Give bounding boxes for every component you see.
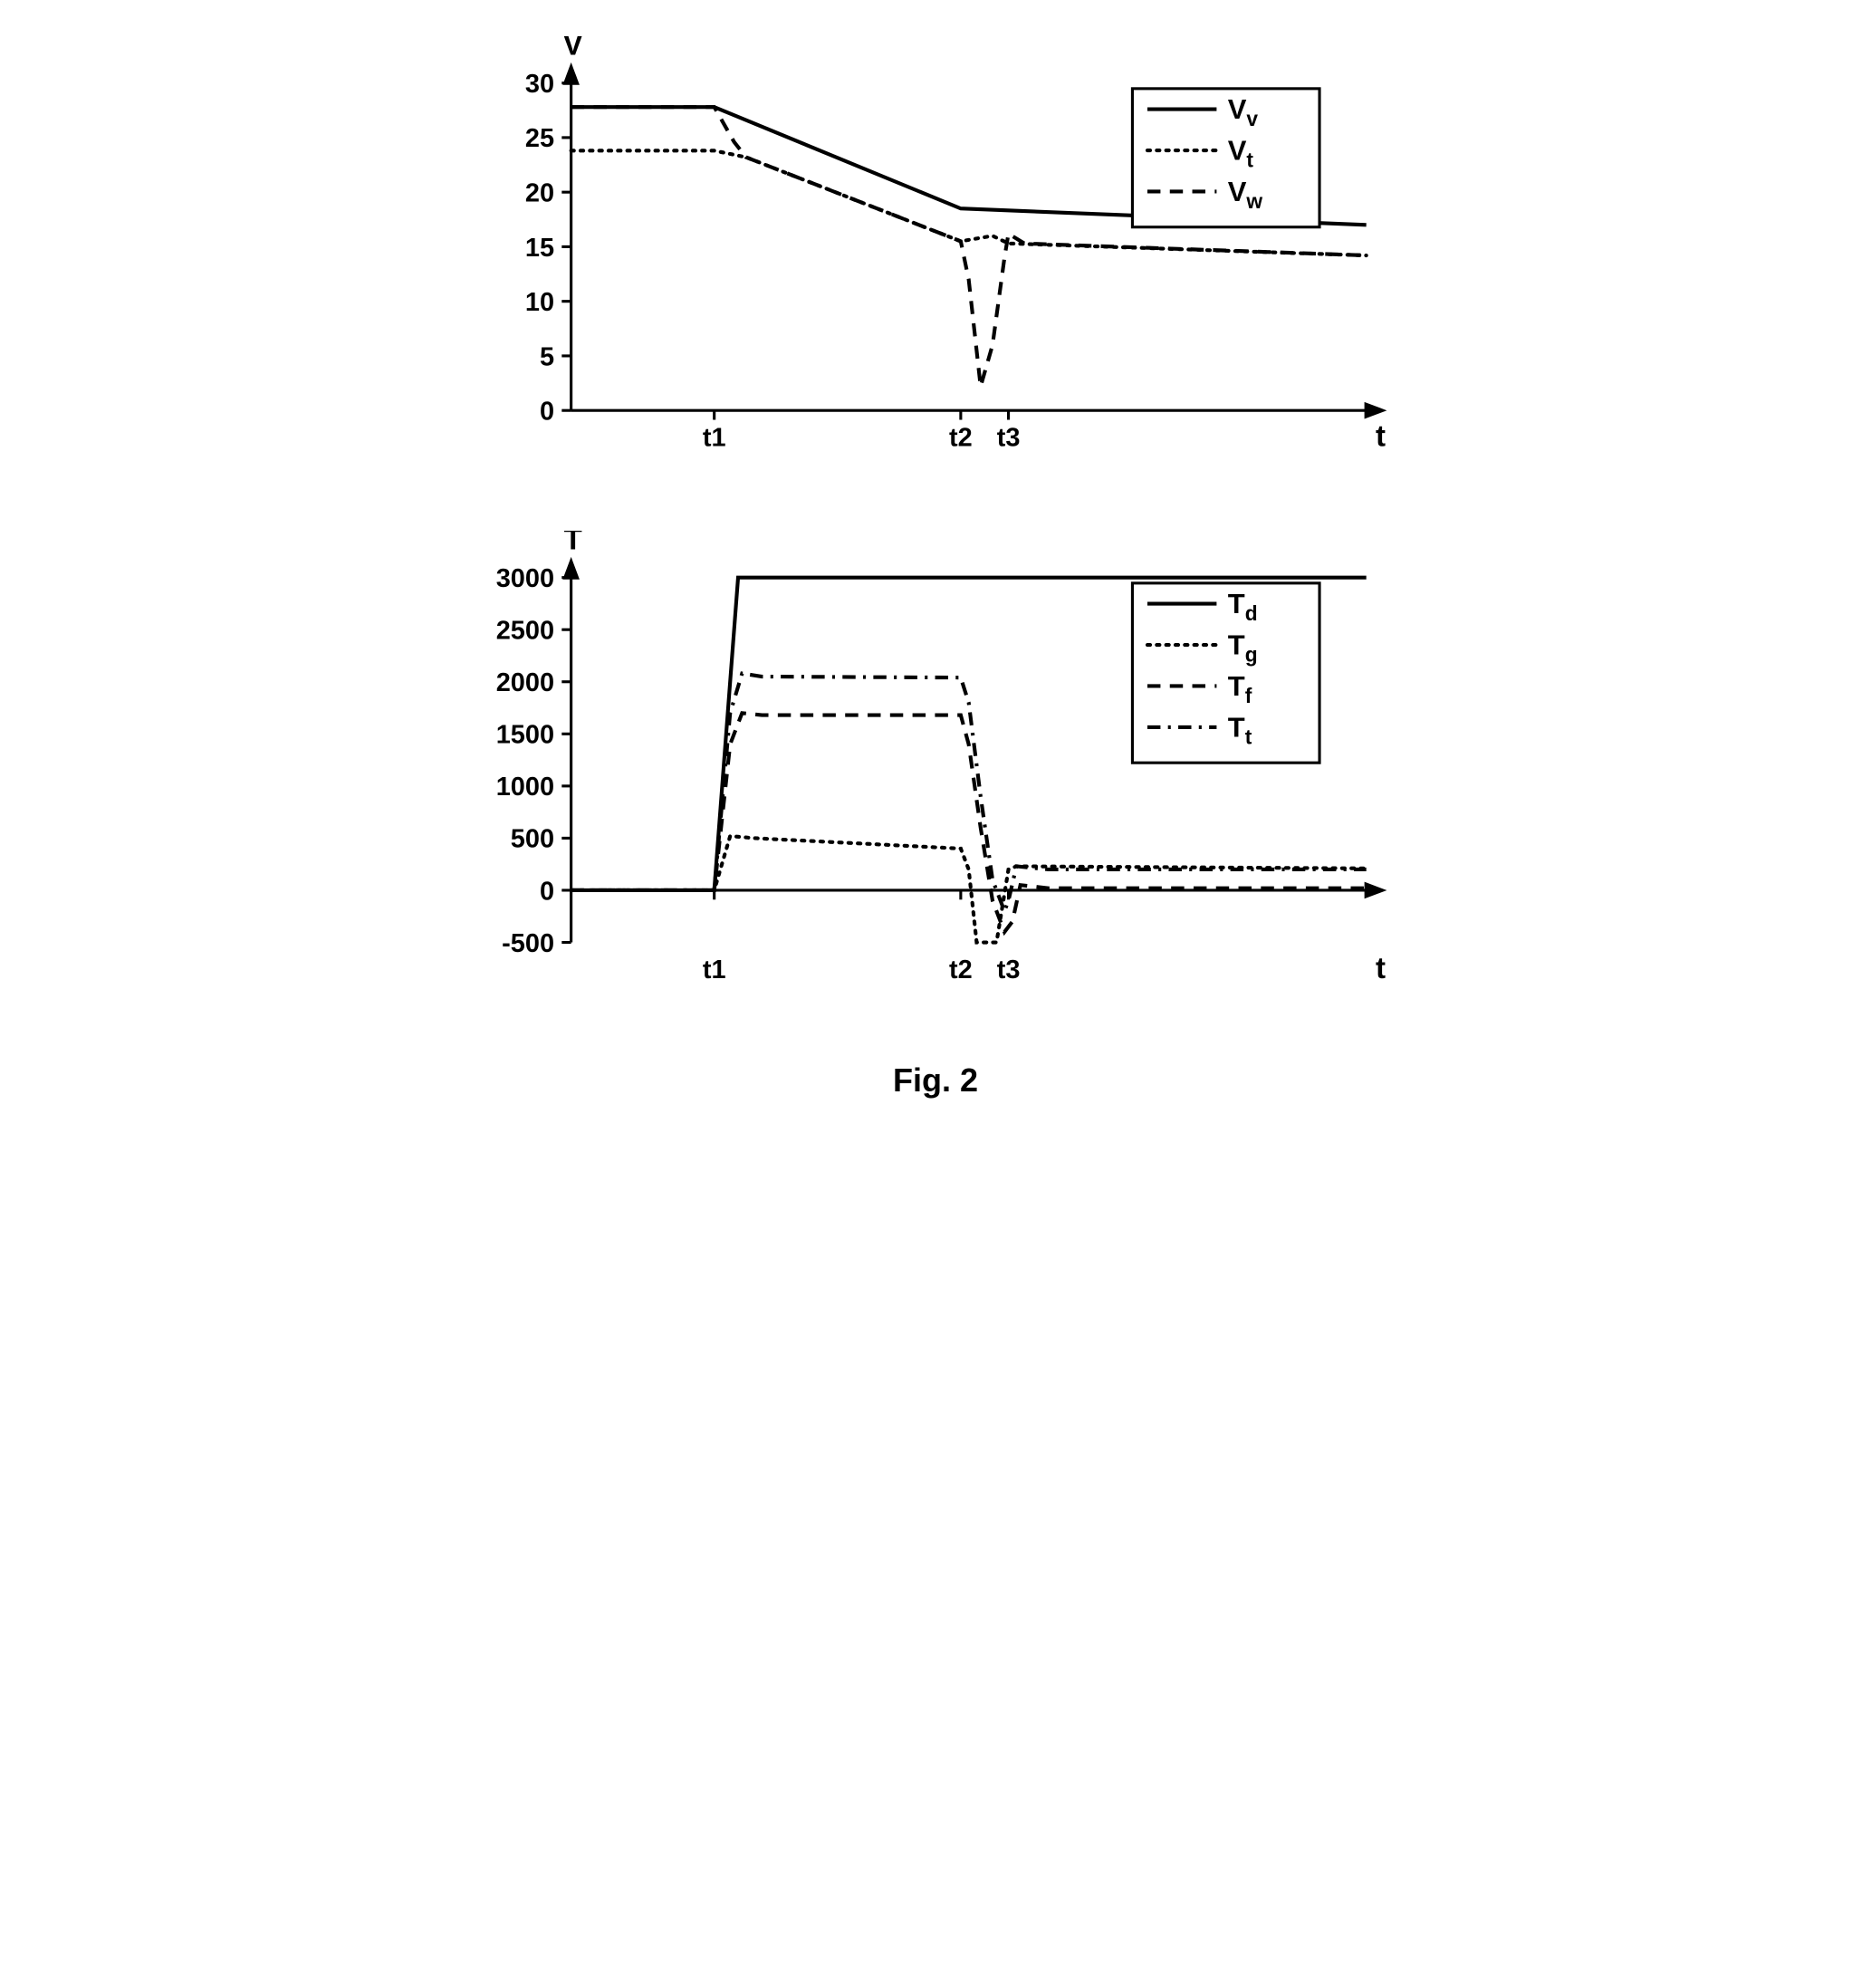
y-tick-label: 25 (524, 124, 553, 153)
y-tick-label: 2500 (495, 616, 553, 645)
y-tick-label: 1500 (495, 720, 553, 749)
y-tick-label: 1000 (495, 773, 553, 802)
y-tick-label: 20 (524, 178, 553, 207)
y-tick-label: 0 (539, 877, 553, 906)
x-axis-arrow (1364, 881, 1386, 898)
chart2-svg: -500050010001500200025003000t1t2t3TtTdTg… (468, 531, 1404, 1008)
figure-container: 051015202530t1t2t3VtVvVtVw -500050010001… (468, 36, 1404, 1100)
y-tick-label: 5 (539, 342, 553, 371)
y-axis-arrow (562, 62, 580, 85)
y-axis-arrow (562, 556, 580, 579)
figure-caption: Fig. 2 (468, 1061, 1404, 1100)
chart1-svg: 051015202530t1t2t3VtVvVtVw (468, 36, 1404, 476)
chart-torque: -500050010001500200025003000t1t2t3TtTdTg… (468, 531, 1404, 1008)
y-tick-label: 500 (510, 824, 553, 853)
y-tick-label: 0 (539, 398, 553, 427)
x-tick-label: t1 (702, 955, 725, 984)
x-axis-label: t (1376, 951, 1386, 984)
x-tick-label: t1 (702, 423, 725, 452)
legend-box (1132, 582, 1319, 762)
y-axis-label: V (562, 36, 582, 62)
y-tick-label: 2000 (495, 668, 553, 697)
x-axis-label: t (1376, 419, 1386, 453)
x-tick-label: t2 (949, 423, 973, 452)
y-tick-label: 3000 (495, 563, 553, 592)
x-tick-label: t3 (996, 955, 1020, 984)
y-tick-label: 30 (524, 70, 553, 99)
y-tick-label: 15 (524, 234, 553, 263)
y-axis-label: T (563, 531, 581, 557)
y-tick-label: -500 (502, 928, 554, 957)
x-axis-arrow (1364, 402, 1386, 419)
x-tick-label: t3 (996, 423, 1020, 452)
y-tick-label: 10 (524, 288, 553, 317)
chart-velocity: 051015202530t1t2t3VtVvVtVw (468, 36, 1404, 476)
x-tick-label: t2 (949, 955, 973, 984)
